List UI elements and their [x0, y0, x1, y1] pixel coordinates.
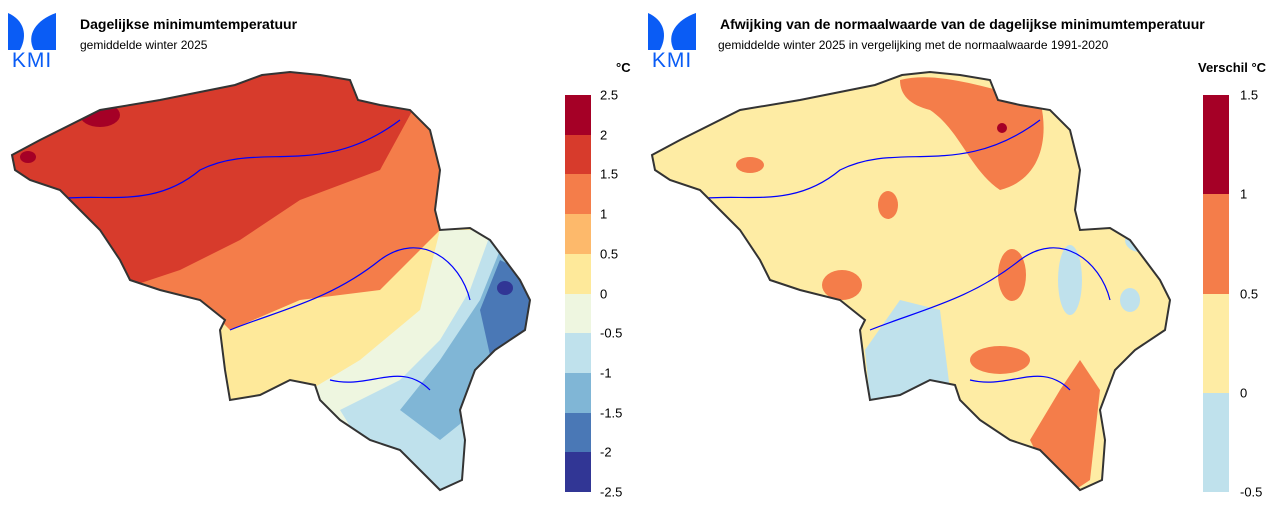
legend-swatch [565, 372, 591, 413]
legend-label: 1 [1240, 186, 1248, 202]
legend-swatch [1203, 392, 1229, 492]
zone-1-1.5 [997, 123, 1007, 133]
belgium-anomaly-map [651, 71, 1171, 491]
legend-swatch [1203, 194, 1229, 294]
zone-0-0.5 [652, 72, 1170, 490]
legend-label: 1.5 [600, 166, 619, 182]
legend-label: 1.5 [1240, 87, 1259, 103]
legend-label: 0.5 [1240, 286, 1259, 301]
color-legend [1203, 95, 1229, 492]
legend-swatch [565, 253, 591, 294]
map-title: Afwijking van de normaalwaarde van de da… [720, 16, 1205, 32]
logo-text: KMI [651, 49, 693, 72]
legend-swatch [565, 174, 591, 215]
legend-label: -2 [600, 444, 612, 460]
rivers [659, 119, 1111, 391]
zone-2-2.5 [20, 151, 36, 163]
map-subtitle: gemiddelde winter 2025 [80, 38, 208, 52]
legend-label: -1 [600, 365, 612, 381]
zone-0.5-1 [900, 77, 1044, 190]
legend-label: 2.5 [600, 87, 619, 103]
legend-label: -0.5 [1240, 484, 1263, 500]
belgium-temperature-map [11, 71, 531, 491]
legend-label: 0 [600, 286, 608, 301]
legend-swatch [565, 134, 591, 175]
map-subtitle: gemiddelde winter 2025 in vergelijking m… [718, 38, 1109, 52]
map-title: Dagelijkse minimumtemperatuur [80, 16, 298, 32]
legend-label: -2.5 [600, 484, 623, 500]
color-legend [565, 95, 591, 493]
legend-label: 0 [1240, 385, 1248, 401]
legend-swatch [1203, 95, 1229, 195]
zone-neg0.5-0 [1120, 288, 1140, 312]
legend-swatch [1203, 293, 1229, 393]
panel-min-temperature: KMI Dagelijkse minimumtemperatuur gemidd… [8, 13, 631, 500]
legend-label: -0.5 [600, 325, 623, 341]
zone-0.5-1 [822, 270, 862, 300]
legend-swatch [565, 214, 591, 254]
legend-label: 2 [600, 127, 608, 143]
kmi-logo-icon [8, 13, 56, 50]
zone-0.5-1 [878, 191, 898, 219]
legend-swatch [565, 333, 591, 373]
legend-unit: °C [616, 60, 631, 75]
zone-neg0.5-0 [865, 300, 950, 400]
legend-swatch [565, 95, 591, 135]
legend-label: 1 [600, 206, 608, 222]
legend-swatch [565, 293, 591, 334]
kmi-logo-icon [648, 13, 696, 50]
legend-unit: Verschil °C [1198, 60, 1267, 75]
legend-label: -1.5 [600, 405, 623, 421]
legend-swatch [565, 452, 591, 493]
legend-swatch [565, 412, 591, 453]
zone-0.5-1 [998, 249, 1026, 301]
zone-neg2.5-neg2 [497, 281, 513, 295]
zone-0.5-1 [970, 346, 1030, 374]
zone-2-2.5 [80, 103, 120, 127]
legend-label: 0.5 [600, 246, 619, 262]
panel-temperature-anomaly: KMI Afwijking van de normaalwaarde van d… [640, 0, 1280, 507]
zone-0.5-1 [736, 157, 764, 173]
rivers [19, 119, 471, 391]
logo-text: KMI [11, 49, 53, 72]
zone-neg0.5-0 [1058, 245, 1082, 315]
